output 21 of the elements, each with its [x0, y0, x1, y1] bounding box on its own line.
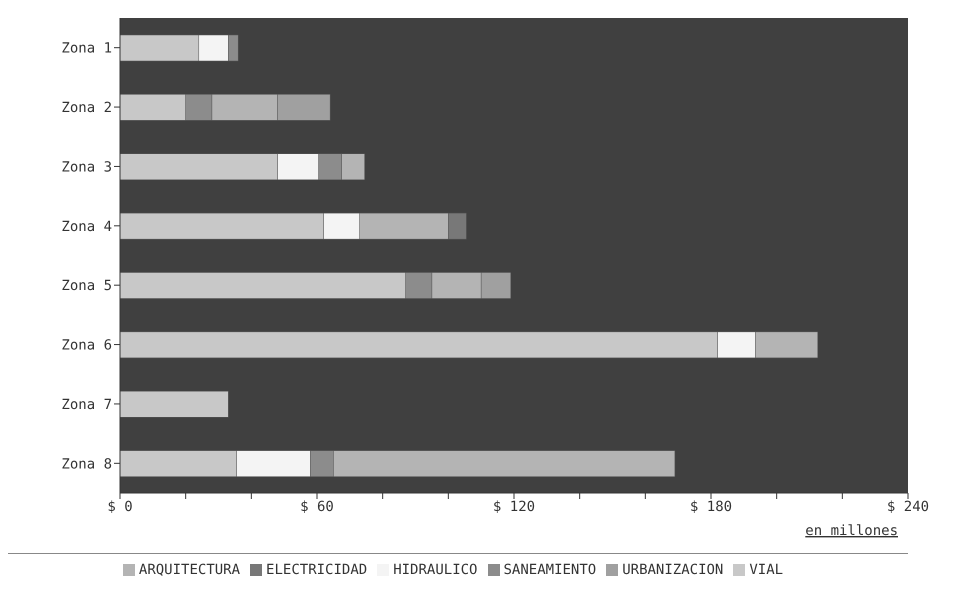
y-tick-label: Zona 5 — [61, 278, 112, 294]
y-tick-label: Zona 7 — [61, 396, 112, 413]
y-tick-label: Zona 1 — [61, 40, 112, 57]
y-tick-label: Zona 2 — [61, 100, 112, 116]
legend-label: ELECTRICIDAD — [266, 562, 368, 578]
x-tick-label: $ 120 — [492, 498, 536, 515]
x-tick-label: $ 0 — [107, 498, 133, 515]
y-tick-label: Zona 6 — [61, 338, 112, 354]
x-tick-label: $ 60 — [300, 498, 334, 515]
bar — [120, 391, 229, 418]
x-tick-label: $ 240 — [886, 498, 930, 515]
legend-label: URBANIZACION — [622, 562, 724, 578]
y-tick-label: Zona 4 — [61, 218, 112, 235]
y-tick-label: Zona 8 — [61, 456, 112, 472]
legend-label: HIDRAULICO — [393, 562, 478, 578]
y-tick-label: Zona 3 — [61, 159, 112, 176]
x-tick-label: $ 180 — [690, 498, 732, 515]
legend-label: SANEAMIENTO — [504, 562, 596, 578]
x-axis-title: en millones — [805, 523, 898, 539]
legend-label: VIAL — [749, 562, 784, 578]
legend-label: ARQUITECTURA — [138, 562, 240, 578]
